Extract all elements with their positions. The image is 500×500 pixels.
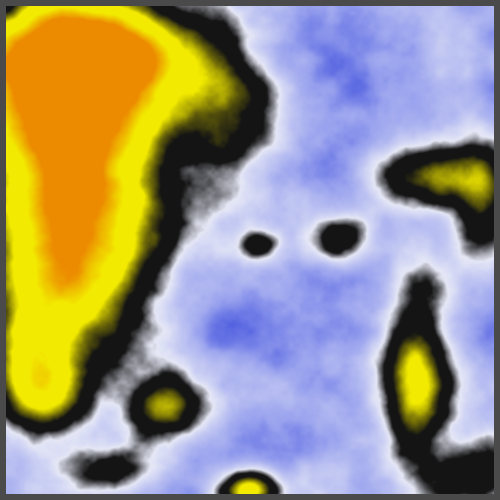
noise-heightmap-image [6, 6, 494, 494]
